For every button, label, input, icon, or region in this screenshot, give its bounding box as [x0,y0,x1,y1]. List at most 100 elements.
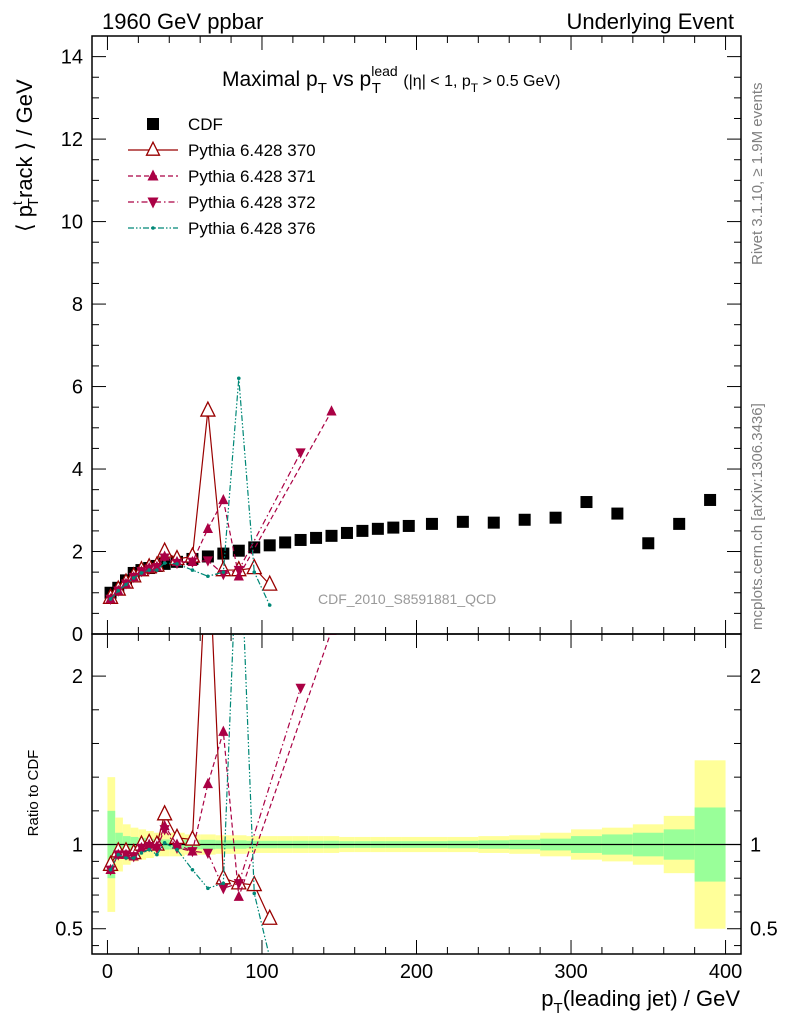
ratio-point [202,777,213,789]
rivet-label: Rivet 3.1.10, ≥ 1.9M events [749,83,766,266]
ratio-point [175,847,179,852]
legend-entry: Pythia 6.428 370 [128,140,316,160]
ratio-point [156,804,173,821]
data-point [267,603,272,607]
data-point [202,522,213,534]
ratio-point [147,847,151,852]
legend: CDF Pythia 6.428 370 Pythia 6.428 371 Pythi… [128,115,316,238]
y-tick-label: 2 [72,542,83,564]
data-point [131,576,136,580]
ratio-point [206,886,210,891]
data-point [326,405,337,416]
ratio-point [131,856,136,860]
data-point [108,597,113,601]
ratio-point [221,881,226,886]
data-point [175,562,179,566]
x-tick-label: 200 [400,961,433,983]
data-point [151,562,162,574]
ratio-point [144,842,155,853]
data-point [139,571,144,575]
ratio-point [246,875,263,892]
legend-label: Pythia 6.428 370 [188,141,316,160]
data-point [261,574,278,591]
ratio-point [187,847,198,858]
ratio-point [233,879,244,890]
data-point [232,544,245,557]
ratio-y-label: Ratio to CDF [25,750,42,837]
series-cdf [104,493,717,599]
ratio-point [139,851,144,855]
series-pythia-6-428-376 [108,376,272,607]
ratio-y-tick-label-right: 0.5 [750,919,778,941]
data-point [162,561,167,565]
y-tick-label: 10 [61,212,83,234]
ratio-point [202,848,213,859]
ratio-point [162,841,167,845]
ratio-point [184,829,201,846]
data-point [549,511,562,524]
ratio-axes: 0.5 0.5 1 1 2 2 0 100 200 300 400 [55,634,778,983]
data-point [217,547,230,560]
data-point [371,522,384,535]
x-tick-label: 0 [102,961,113,983]
data-point [356,524,369,537]
legend-entry: CDF [147,115,223,134]
ratio-series-pythia-6-428-372 [105,683,306,895]
mcplots-label: mcplots.cern.ch [arXiv:1306.3436] [749,403,766,630]
ratio-series-group [102,634,337,954]
data-point [294,533,307,546]
data-point [425,517,438,530]
ratio-point [190,867,195,872]
analysis-label: CDF_2010_S8591881_QCD [318,591,496,607]
ratio-line [110,687,302,890]
main-series-layer [102,376,717,607]
data-point [206,574,210,579]
ratio-point [136,843,147,854]
data-point [279,536,292,549]
ratio-point [233,890,244,901]
legend-label: Pythia 6.428 372 [188,193,316,212]
legend-marker [147,118,159,130]
legend-entry: Pythia 6.428 372 [128,193,316,212]
data-point [218,570,229,581]
ratio-point [261,908,278,925]
ratio-y-tick-label-right: 1 [750,835,761,857]
legend-marker [151,226,155,230]
ratio-series-layer [102,634,337,954]
ratio-y-tick-label: 2 [72,666,83,688]
data-point [218,493,229,505]
ratio-point [124,856,128,860]
ratio-y-tick-label: 0.5 [55,919,83,941]
data-point [295,448,306,459]
data-point [190,568,195,572]
y-tick-label: 0 [72,624,83,646]
data-point [611,507,624,520]
data-point [387,521,400,534]
legend-label: Pythia 6.428 371 [188,167,316,186]
legend-label: Pythia 6.428 376 [188,219,316,238]
data-point [159,553,170,564]
ratio-y-tick-label-right: 2 [750,666,761,688]
x-tick-label: 300 [554,961,587,983]
series-line [110,378,271,606]
legend-marker [145,140,161,156]
data-point [340,526,353,539]
data-point [402,519,415,532]
ratio-y-tick-label: 1 [72,835,83,857]
data-point [155,568,159,572]
ratio-point [120,850,132,861]
data-point [518,513,531,526]
y-tick-label: 8 [72,294,83,316]
data-point [187,557,198,568]
data-point [704,493,717,506]
legend-entry: Pythia 6.428 376 [128,219,316,238]
main-axes: 0 2 4 6 8 10 12 14 [61,36,741,646]
ratio-point [116,852,121,857]
data-point [310,531,323,544]
y-tick-label: 14 [61,47,83,69]
data-point [263,539,276,552]
ratio-point [159,825,170,836]
ratio-point [295,683,306,694]
header-right: Underlying Event [566,9,734,34]
